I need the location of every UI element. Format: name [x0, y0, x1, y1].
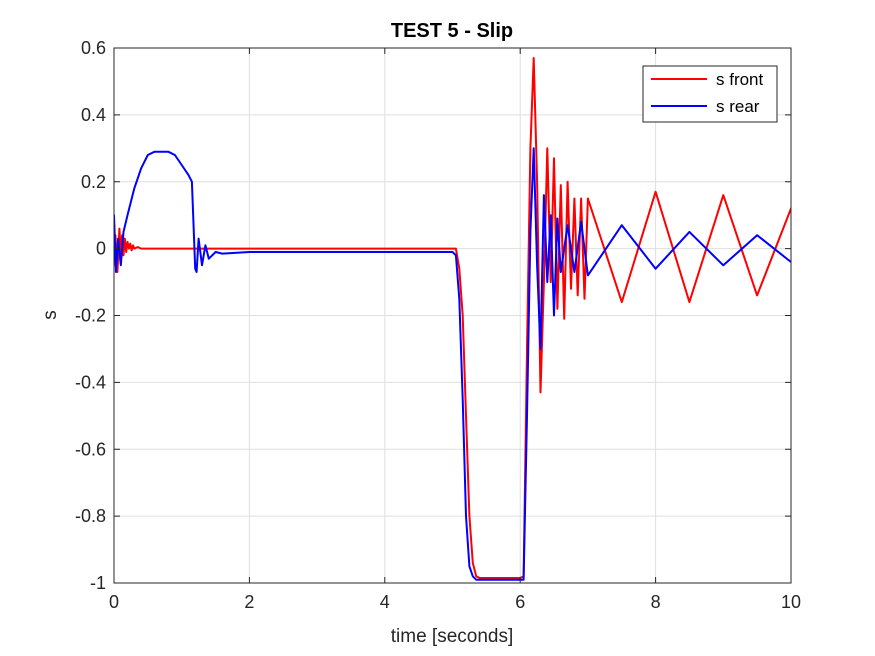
y-tick-label: 0.2: [81, 172, 106, 192]
legend: s front s rear: [642, 65, 778, 123]
y-tick-label: 0.4: [81, 105, 106, 125]
chart-title: TEST 5 - Slip: [391, 20, 513, 42]
series-line-rear: [114, 147, 791, 581]
legend-label-front: s front: [716, 70, 764, 89]
x-tick-label: 10: [781, 592, 801, 612]
x-axis-label: time [seconds]: [391, 626, 514, 647]
y-tick-label: 0.6: [81, 38, 106, 58]
y-axis: -1 -0.8 -0.6 -0.4 -0.2 0 0.2 0.4 0.6: [75, 38, 791, 593]
y-tick-label: 0: [96, 239, 106, 259]
x-tick-label: 4: [380, 592, 390, 612]
x-tick-label: 6: [515, 592, 525, 612]
y-tick-label: -0.2: [75, 306, 106, 326]
x-tick-label: 2: [244, 592, 254, 612]
legend-box: [642, 65, 778, 123]
series-layer: [114, 57, 791, 581]
x-tick-label: 0: [109, 592, 119, 612]
y-tick-label: -0.6: [75, 439, 106, 459]
legend-label-rear: s rear: [716, 97, 760, 116]
y-tick-label: -0.4: [75, 372, 106, 392]
x-tick-label: 8: [651, 592, 661, 612]
y-tick-label: -0.8: [75, 506, 106, 526]
y-tick-label: -1: [90, 573, 106, 593]
y-axis-label: s: [40, 310, 61, 320]
x-axis: 0 2 4 6 8 10: [109, 48, 801, 612]
